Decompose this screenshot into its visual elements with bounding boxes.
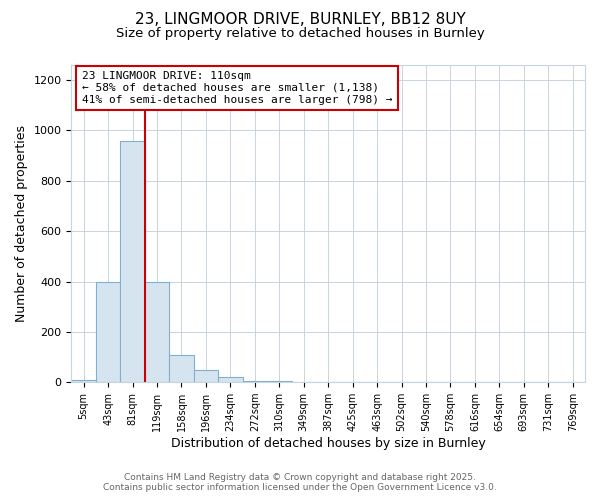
- Text: Size of property relative to detached houses in Burnley: Size of property relative to detached ho…: [116, 28, 484, 40]
- X-axis label: Distribution of detached houses by size in Burnley: Distribution of detached houses by size …: [171, 437, 485, 450]
- Bar: [121, 140, 145, 382]
- Text: 23 LINGMOOR DRIVE: 110sqm
← 58% of detached houses are smaller (1,138)
41% of se: 23 LINGMOOR DRIVE: 110sqm ← 58% of detac…: [82, 72, 392, 104]
- Bar: [242, 381, 267, 382]
- Y-axis label: Number of detached properties: Number of detached properties: [15, 125, 28, 322]
- Bar: [194, 370, 218, 382]
- Text: 23, LINGMOOR DRIVE, BURNLEY, BB12 8UY: 23, LINGMOOR DRIVE, BURNLEY, BB12 8UY: [134, 12, 466, 28]
- Bar: [169, 354, 194, 382]
- Text: Contains HM Land Registry data © Crown copyright and database right 2025.
Contai: Contains HM Land Registry data © Crown c…: [103, 473, 497, 492]
- Bar: [218, 377, 242, 382]
- Bar: [71, 380, 96, 382]
- Bar: [96, 282, 121, 382]
- Bar: [145, 282, 169, 382]
